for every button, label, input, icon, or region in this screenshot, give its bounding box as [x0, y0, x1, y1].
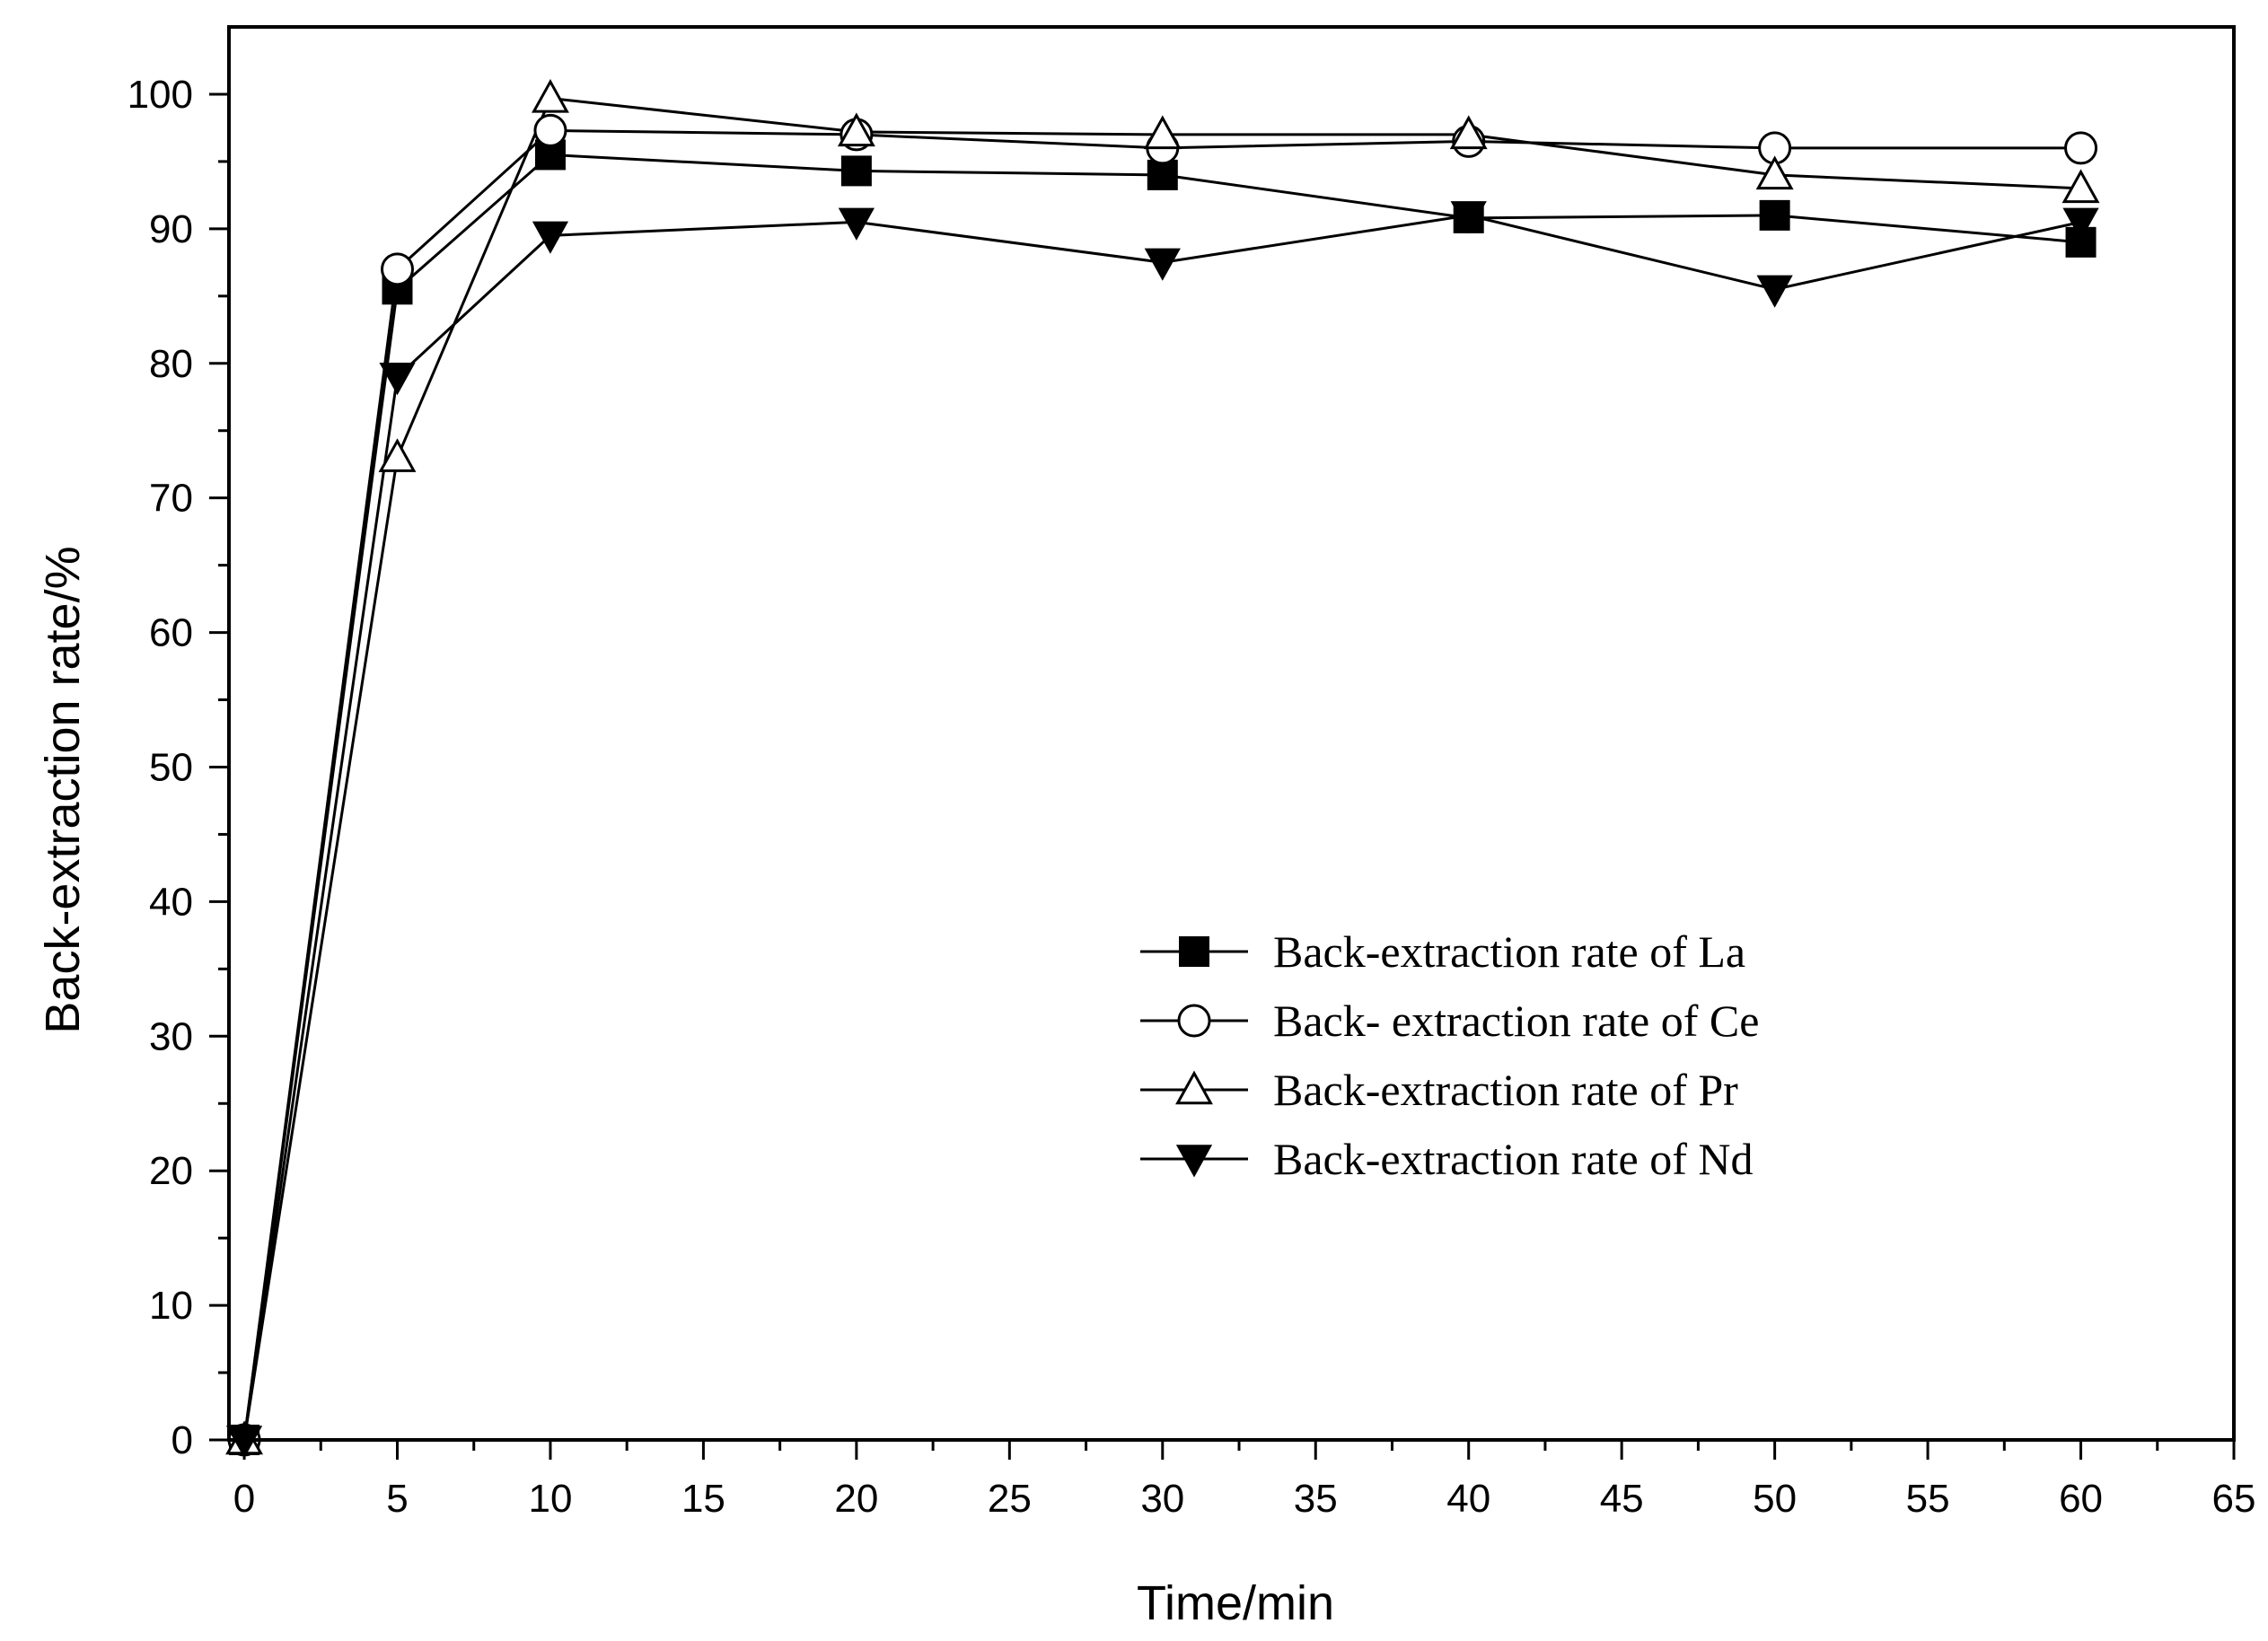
y-tick-label: 80: [149, 342, 193, 386]
data-point-la: [1759, 199, 1790, 231]
data-point-nd: [532, 221, 569, 254]
legend-marker-nd: [1175, 1145, 1213, 1178]
x-axis-title: Time/min: [1137, 1576, 1334, 1630]
data-point-nd: [1450, 201, 1487, 234]
x-tick-label: 0: [233, 1477, 255, 1521]
x-tick-label: 55: [1906, 1477, 1950, 1521]
data-point-nd: [838, 207, 875, 241]
y-tick-label: 10: [149, 1284, 193, 1328]
data-point-pr: [532, 78, 569, 113]
series-line-pr: [242, 96, 2081, 1441]
y-tick-label: 50: [149, 745, 193, 789]
y-axis-title: Back-extraction rate/%: [36, 546, 90, 1033]
x-tick-label: 10: [528, 1477, 572, 1521]
legend-label-nd: Back-extraction rate of Nd: [1273, 1134, 1753, 1184]
series-line-ce: [242, 128, 2081, 1441]
data-point-nd: [2062, 207, 2099, 241]
axes-layer: 0 5 10 15 20 25 30 35 40 45 50 55 60 65 0 10 20 30 40 50 60 7…: [127, 25, 2256, 1521]
data-point-pr: [2061, 169, 2100, 204]
data-point-ce: [533, 113, 567, 147]
data-point-nd: [379, 363, 416, 396]
data-point-pr: [1449, 115, 1488, 150]
x-tick-label: 50: [1753, 1477, 1797, 1521]
x-tick-label: 65: [2212, 1477, 2256, 1521]
y-tick-label: 20: [149, 1149, 193, 1193]
x-tick-label: 5: [386, 1477, 408, 1521]
data-point-la: [1147, 159, 1178, 190]
data-point-ce: [381, 252, 415, 286]
x-tick-label: 15: [681, 1477, 725, 1521]
data-point-nd: [1756, 275, 1793, 308]
x-tick-label: 30: [1140, 1477, 1184, 1521]
legend-marker-la: [1179, 936, 1209, 967]
data-point-pr: [1143, 115, 1182, 150]
legend-marker-ce: [1177, 1004, 1211, 1038]
y-tick-label: 30: [149, 1014, 193, 1058]
plot-layer: [225, 78, 2100, 1459]
y-tick-label: 0: [171, 1418, 193, 1462]
data-point-la: [840, 155, 872, 187]
x-tick-label: 45: [1600, 1477, 1644, 1521]
x-tick-label: 20: [834, 1477, 878, 1521]
x-tick-label: 25: [988, 1477, 1032, 1521]
y-tick-label: 70: [149, 477, 193, 521]
legend-marker-pr: [1175, 1070, 1213, 1105]
data-point-nd: [1144, 248, 1181, 281]
data-point-ce: [2064, 131, 2098, 165]
legend-label-pr: Back-extraction rate of Pr: [1273, 1065, 1738, 1115]
x-tick-label: 40: [1446, 1477, 1490, 1521]
y-tick-label: 60: [149, 611, 193, 655]
data-point-pr: [837, 112, 875, 147]
y-tick-label: 40: [149, 880, 193, 924]
legend-label-la: Back-extraction rate of La: [1273, 926, 1745, 977]
series-line-la: [242, 153, 2081, 1441]
legend-label-ce: Back- extraction rate of Ce: [1273, 996, 1759, 1046]
series-line-nd: [242, 214, 2081, 1441]
legend: Back-extraction rate of La Back- extracti…: [1140, 926, 1759, 1184]
x-tick-label: 60: [2059, 1477, 2103, 1521]
y-tick-label: 100: [127, 73, 193, 117]
data-point-pr: [378, 438, 417, 472]
plot-frame: [227, 25, 2236, 1442]
x-tick-label: 35: [1294, 1477, 1338, 1521]
data-point-pr: [1755, 155, 1794, 190]
y-tick-label: 90: [149, 207, 193, 251]
